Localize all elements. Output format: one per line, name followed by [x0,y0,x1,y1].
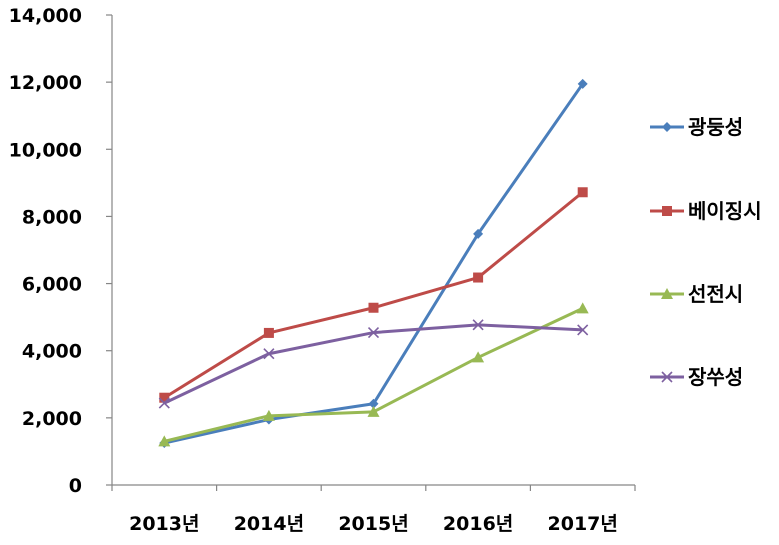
legend-label: 선전시 [688,282,743,306]
x-tick-label: 2017년 [548,513,618,535]
series-3 [158,302,589,447]
x-tick-label: 2013년 [129,513,199,535]
legend-label: 광둥성 [688,115,743,139]
data-point [367,327,380,339]
series-group [158,78,589,449]
legend-label: 베이징시 [688,199,762,223]
data-point [262,409,275,421]
x-tick-label: 2015년 [338,513,408,535]
series-4 [158,319,589,409]
series-1 [159,78,588,449]
data-point [367,405,380,417]
data-point [159,392,170,403]
y-tick-label: 14,000 [9,5,82,27]
data-point [577,78,588,89]
data-point [472,351,485,363]
data-point [662,122,672,132]
data-point [368,302,379,313]
series-line [163,82,584,445]
data-point [576,302,589,314]
data-point [368,398,379,409]
y-tick-label: 4,000 [22,341,82,363]
x-tick-label: 2016년 [443,513,513,535]
legend-item: 광둥성 [650,115,743,139]
x-tick-label: 2014년 [234,513,304,535]
data-point [661,371,673,383]
y-tick-label: 0 [69,475,82,497]
y-tick-label: 12,000 [9,72,82,94]
y-tick-label: 8,000 [22,206,82,228]
axes: 0 2,000 4,000 6,000 8,000 10,000 12,000 14,000 2… [9,5,636,535]
legend-item: 선전시 [650,282,743,306]
data-point [263,348,275,360]
data-point [473,272,484,283]
legend-label: 장쑤성 [688,365,743,389]
y-tick-label: 6,000 [22,274,82,296]
data-point [577,187,588,198]
data-point [662,206,672,216]
legend-item: 베이징시 [650,199,762,223]
data-point [577,324,589,336]
data-point [158,397,170,409]
y-tick-label: 2,000 [22,408,82,430]
data-point [263,327,274,338]
y-tick-label: 10,000 [9,139,82,161]
legend-item: 장쑤성 [650,365,743,389]
data-point [158,435,171,447]
series-2 [159,187,588,403]
data-point [473,228,484,239]
data-point [661,288,673,299]
series-line [163,191,584,399]
data-point [472,319,484,331]
